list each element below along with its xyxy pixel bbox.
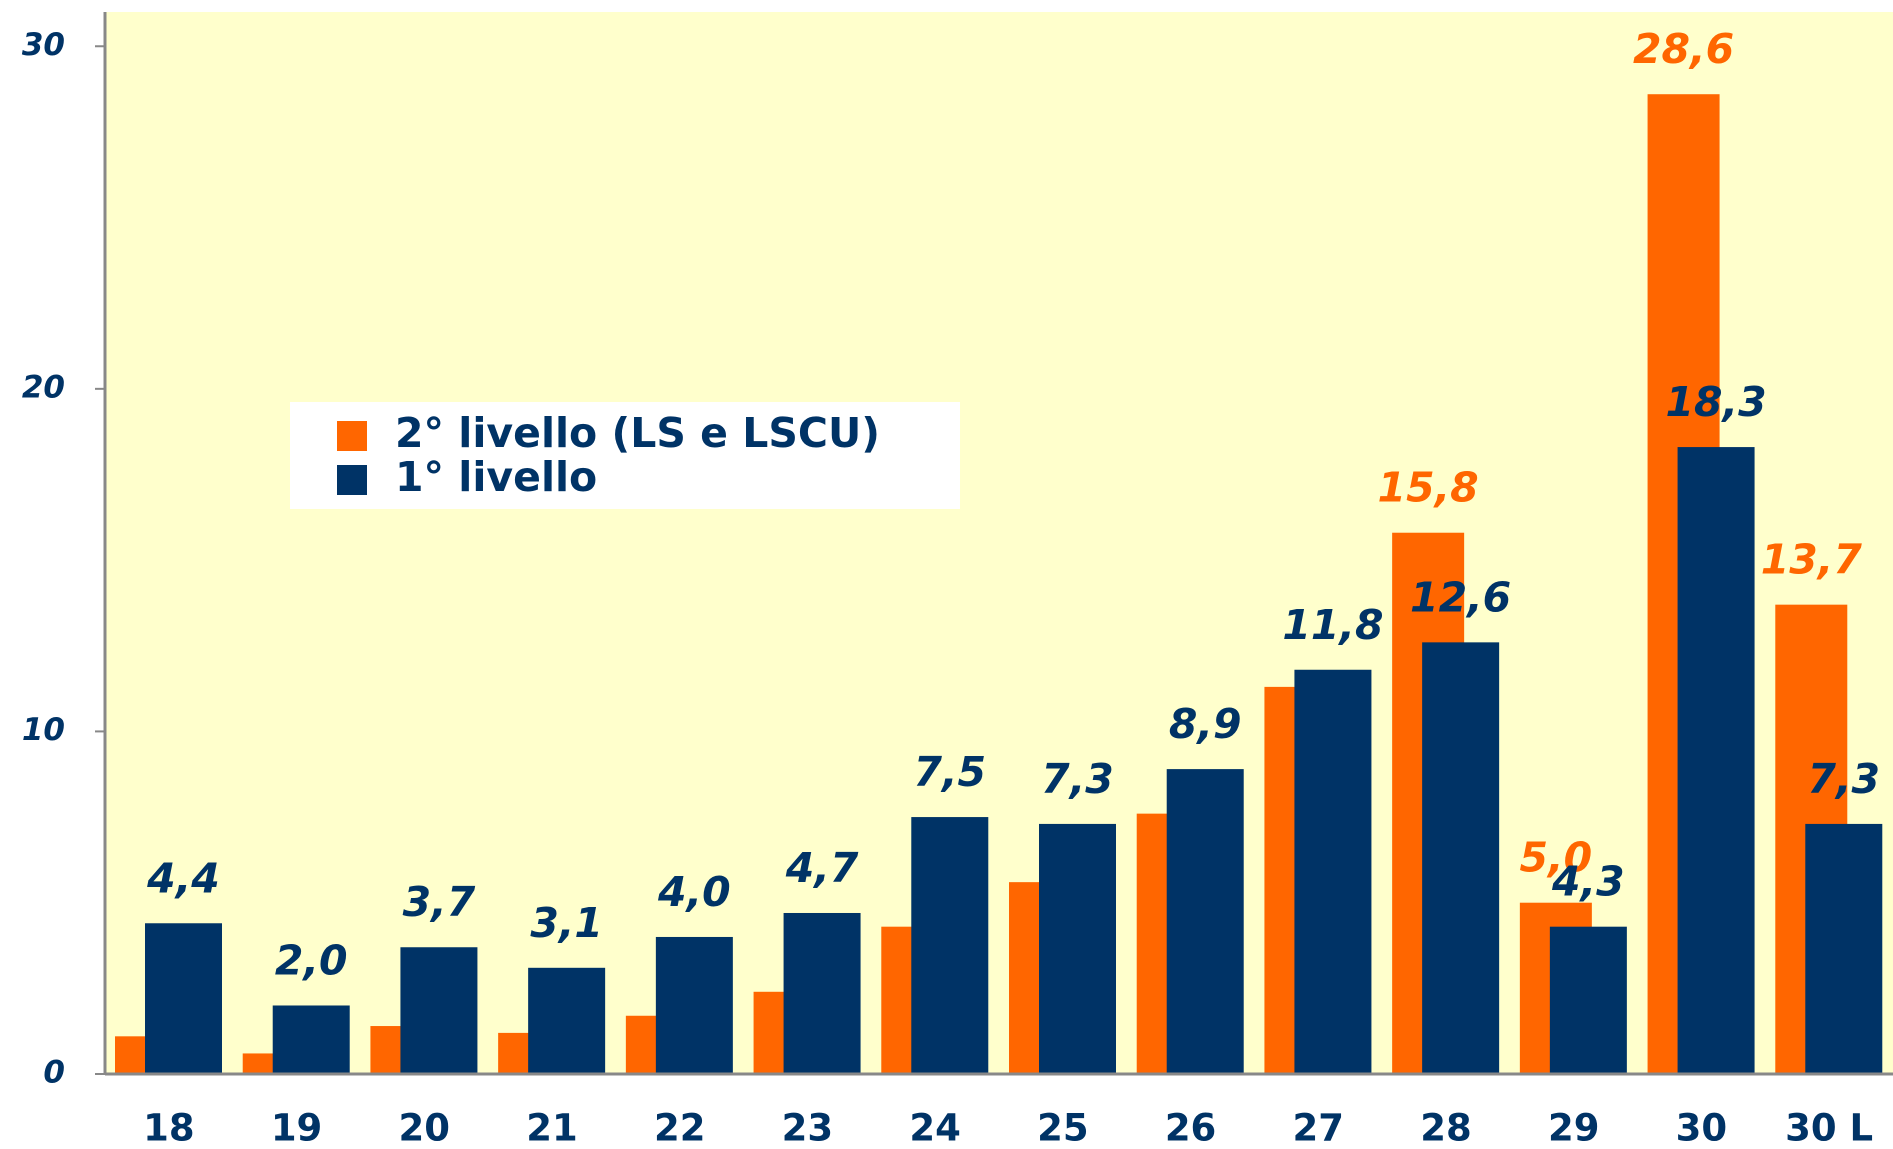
value-label: 11,8 [1282,601,1383,649]
y-tick-label: 10 [22,712,65,748]
value-label: 4,7 [785,844,859,892]
legend-box [290,402,960,509]
x-tick-label: 30 [1676,1107,1728,1149]
value-label: 3,7 [403,878,476,926]
legend-label: 2° livello (LS e LSCU) [395,409,880,457]
legend-label: 1° livello [395,453,597,501]
value-label: 2,0 [275,936,348,984]
x-tick-label: 30 L [1785,1107,1873,1149]
bar [528,967,606,1074]
x-tick-label: 26 [1165,1107,1217,1149]
bar [783,912,861,1074]
value-label: 7,3 [1807,755,1880,803]
x-tick-label: 27 [1293,1107,1345,1149]
x-tick-label: 23 [782,1107,834,1149]
bar [1677,447,1755,1075]
bar [1294,669,1372,1074]
bar [911,817,989,1074]
x-tick-label: 19 [271,1107,323,1149]
x-tick-label: 20 [399,1107,451,1149]
value-label: 5,0 [1520,834,1593,882]
x-tick-label: 22 [654,1107,706,1149]
value-label: 4,3 [1551,858,1625,906]
bar [1039,823,1116,1074]
bar [1549,926,1627,1074]
bar [272,1005,350,1074]
bar [1805,823,1883,1074]
x-tick-label: 21 [526,1107,578,1149]
x-tick-label: 28 [1420,1107,1472,1149]
value-label: 18,3 [1665,378,1766,426]
x-tick-label: 24 [909,1107,961,1149]
bar [1422,642,1500,1074]
y-tick-label: 30 [22,27,65,63]
y-tick-label: 20 [22,369,65,405]
value-label: 12,6 [1410,573,1511,621]
x-tick-label: 29 [1548,1107,1600,1149]
bar [400,947,478,1074]
value-label: 4,0 [657,868,731,916]
value-label: 7,5 [913,748,986,796]
value-label: 13,7 [1761,536,1863,584]
bar [145,923,222,1074]
value-label: 28,6 [1633,25,1734,73]
value-label: 15,8 [1378,464,1479,512]
y-tick-label: 0 [43,1055,65,1091]
value-label: 7,3 [1041,755,1114,803]
plot-area [105,12,1893,1074]
value-label: 8,9 [1169,700,1242,748]
x-tick-label: 18 [143,1107,195,1149]
legend-swatch [337,421,367,451]
bar [655,936,733,1074]
value-label: 3,1 [530,899,603,947]
x-tick-label: 25 [1037,1107,1089,1149]
bar [1166,769,1244,1074]
value-label: 4,4 [146,854,220,902]
legend-swatch [337,465,367,495]
